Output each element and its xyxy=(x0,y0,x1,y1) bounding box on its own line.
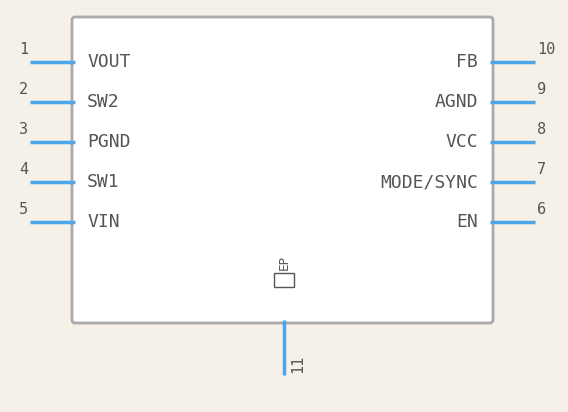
Text: VIN: VIN xyxy=(87,213,120,231)
Text: 2: 2 xyxy=(19,82,28,97)
Text: 9: 9 xyxy=(537,82,546,97)
Text: VCC: VCC xyxy=(445,133,478,151)
Bar xyxy=(274,273,294,287)
Text: AGND: AGND xyxy=(435,93,478,111)
Text: 7: 7 xyxy=(537,162,546,177)
Text: 6: 6 xyxy=(537,202,546,217)
Text: 8: 8 xyxy=(537,122,546,137)
Text: 11: 11 xyxy=(290,355,305,373)
Text: SW1: SW1 xyxy=(87,173,120,191)
Text: VOUT: VOUT xyxy=(87,53,131,71)
Text: 5: 5 xyxy=(19,202,28,217)
FancyBboxPatch shape xyxy=(72,17,493,323)
Text: SW2: SW2 xyxy=(87,93,120,111)
Text: PGND: PGND xyxy=(87,133,131,151)
Text: 3: 3 xyxy=(19,122,28,137)
Text: 4: 4 xyxy=(19,162,28,177)
Text: FB: FB xyxy=(456,53,478,71)
Text: EN: EN xyxy=(456,213,478,231)
Text: EP: EP xyxy=(278,255,290,270)
Text: 10: 10 xyxy=(537,42,556,57)
Text: 1: 1 xyxy=(19,42,28,57)
Text: MODE/SYNC: MODE/SYNC xyxy=(380,173,478,191)
